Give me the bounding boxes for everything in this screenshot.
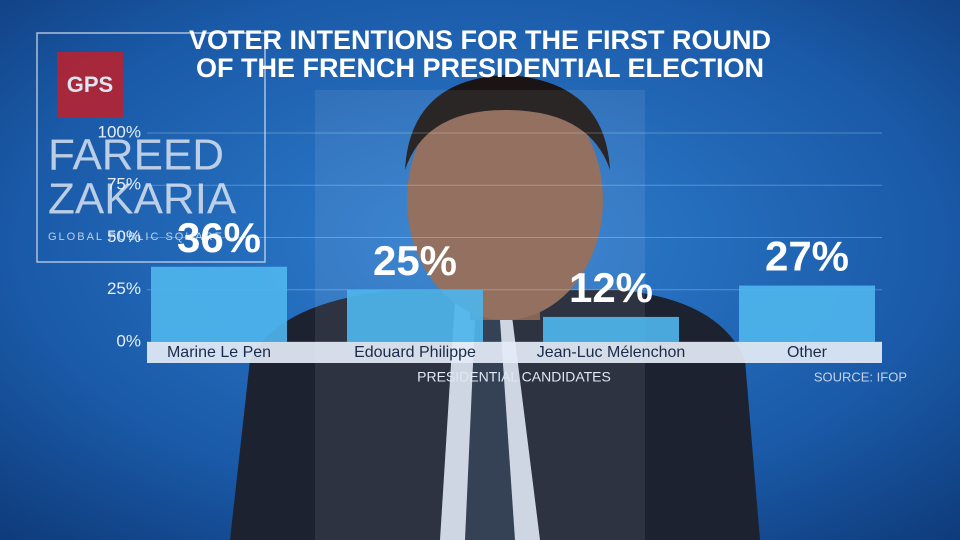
x-tick-label: Jean-Luc Mélenchon — [537, 344, 686, 361]
source: SOURCE: IFOP — [814, 369, 907, 384]
bar — [347, 289, 483, 342]
value-label: 36% — [177, 214, 261, 261]
bar — [151, 266, 287, 342]
x-tick-label: Marine Le Pen — [167, 344, 271, 361]
logo-name: ZAKARIA — [48, 175, 237, 224]
x-tick-label: Edouard Philippe — [354, 344, 476, 361]
y-tick-label: 0% — [116, 331, 141, 350]
logo-badge-text: GPS — [67, 72, 113, 97]
logo-frame — [36, 32, 266, 263]
bar — [739, 285, 875, 342]
value-label: 12% — [569, 264, 653, 311]
logo-name: FAREED — [48, 131, 224, 180]
y-tick-label: 75% — [107, 175, 141, 194]
chart-title: VOTER INTENTIONS FOR THE FIRST ROUND — [189, 25, 771, 55]
category-strip — [147, 342, 882, 363]
logo-tagline: GLOBAL PUBLIC SQUARE — [48, 231, 224, 243]
x-tick-label: Other — [787, 344, 828, 361]
plot: 0% 25% 50% 75% 100% — [98, 122, 882, 350]
y-tick-label: 50% — [107, 227, 141, 246]
bar — [543, 316, 679, 342]
labels: 36% Marine Le Pen 25% Edouard Philippe 12% Je… — [167, 214, 849, 361]
y-tick-label: 25% — [107, 279, 141, 298]
y-tick-label: 100% — [98, 122, 141, 141]
value-label: 25% — [373, 237, 457, 284]
logo: GPS FAREED ZAKARIA GLOBAL PUBLIC SQUARE — [36, 32, 266, 263]
logo-badge — [57, 52, 123, 118]
value-label: 27% — [765, 233, 849, 280]
chart-title: OF THE FRENCH PRESIDENTIAL ELECTION — [196, 53, 764, 83]
x-axis-label: PRESIDENTIAL CANDIDATES — [417, 369, 611, 385]
